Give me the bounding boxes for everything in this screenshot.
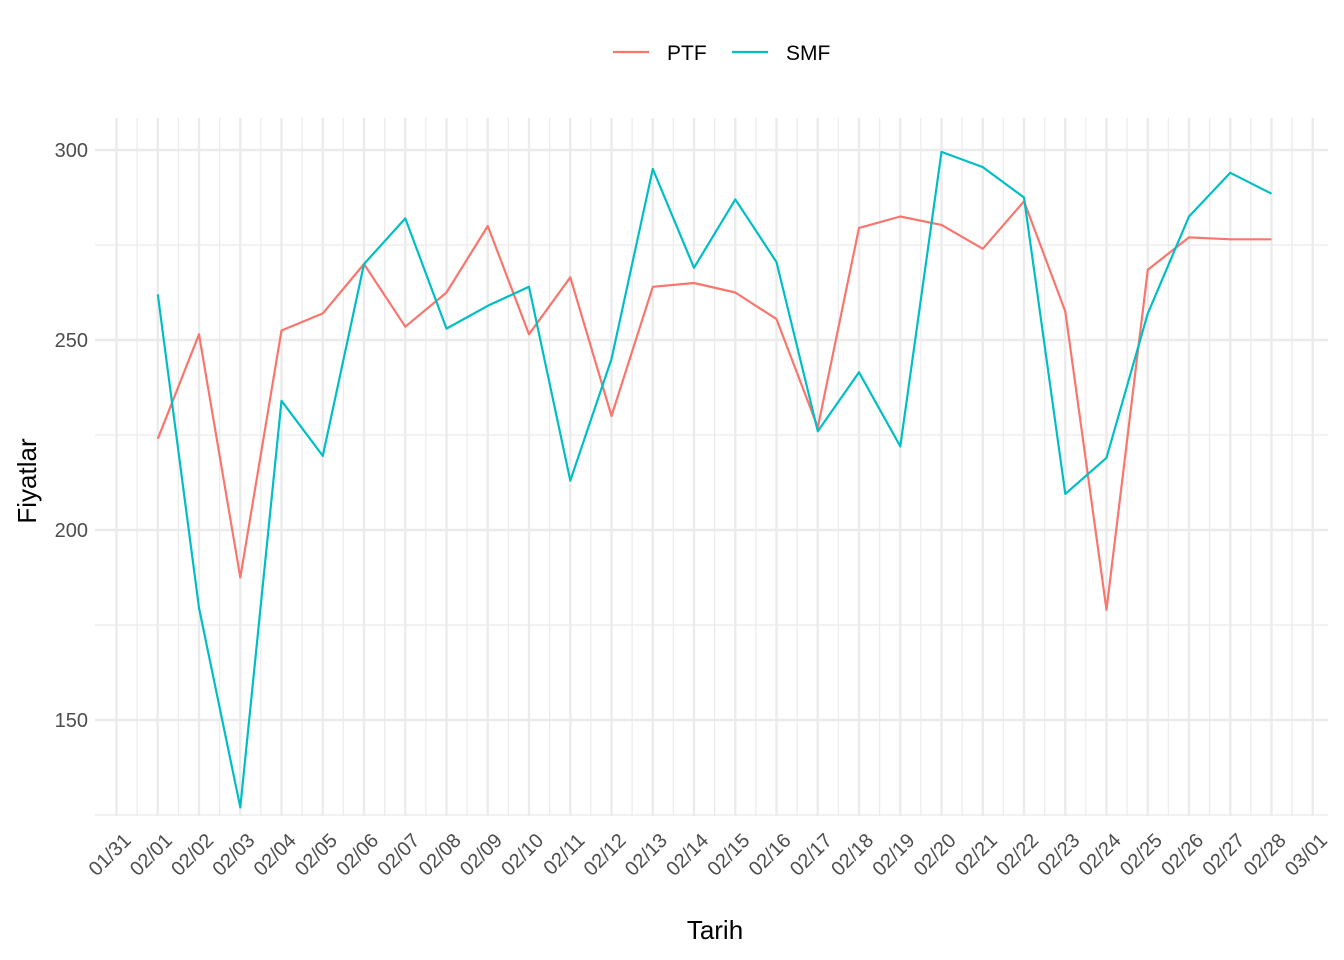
y-tick-label: 200 xyxy=(55,520,88,542)
y-axis-tick-labels: 150 200 250 300 xyxy=(55,140,88,732)
x-axis-tick-labels: 01/3102/0102/0202/0302/0402/0502/0602/07… xyxy=(85,830,1332,881)
y-tick-label: 250 xyxy=(55,330,88,352)
y-axis-title: Fiyatlar xyxy=(12,438,42,524)
x-tick-label: 02/16 xyxy=(745,830,796,881)
y-tick-label: 150 xyxy=(55,710,88,732)
x-tick-label: 02/11 xyxy=(539,830,589,880)
x-tick-label: 02/24 xyxy=(1075,830,1126,881)
x-tick-label: 02/21 xyxy=(951,830,1002,881)
x-tick-label: 02/15 xyxy=(703,830,754,881)
x-tick-label: 02/02 xyxy=(167,830,218,881)
x-tick-label: 02/26 xyxy=(1157,830,1208,881)
x-tick-label: 02/12 xyxy=(580,830,631,881)
x-tick-label: 02/25 xyxy=(1116,830,1167,881)
x-axis-title: Tarih xyxy=(687,915,743,945)
x-tick-label: 02/04 xyxy=(250,830,301,881)
x-tick-label: 02/01 xyxy=(126,830,177,881)
grid-lines xyxy=(95,118,1328,816)
x-tick-label: 02/28 xyxy=(1240,830,1291,881)
x-tick-label: 02/07 xyxy=(373,830,424,881)
x-tick-label: 02/20 xyxy=(910,830,961,881)
x-tick-label: 02/05 xyxy=(291,830,342,881)
series-line-ptf xyxy=(156,200,1272,611)
x-tick-label: 02/09 xyxy=(456,830,507,881)
legend-label-ptf: PTF xyxy=(667,42,707,65)
y-tick-label: 300 xyxy=(55,140,88,162)
x-tick-label: 02/17 xyxy=(786,830,837,881)
x-tick-label: 02/03 xyxy=(208,830,259,881)
x-tick-label: 02/19 xyxy=(868,830,919,881)
x-tick-label: 02/22 xyxy=(992,830,1043,881)
legend: PTF SMF xyxy=(613,42,830,65)
x-tick-label: 01/31 xyxy=(85,830,136,881)
x-tick-label: 02/10 xyxy=(497,830,548,881)
x-tick-label: 03/01 xyxy=(1281,830,1332,881)
x-tick-label: 02/18 xyxy=(827,830,878,881)
x-tick-label: 02/23 xyxy=(1033,830,1084,881)
series-lines xyxy=(156,150,1272,809)
x-tick-label: 02/08 xyxy=(415,830,466,881)
legend-label-smf: SMF xyxy=(786,42,830,65)
x-tick-label: 02/06 xyxy=(332,830,383,881)
x-tick-label: 02/27 xyxy=(1198,830,1249,881)
x-tick-label: 02/13 xyxy=(621,830,672,881)
x-tick-label: 02/14 xyxy=(662,830,713,881)
series-line-smf xyxy=(156,150,1272,809)
